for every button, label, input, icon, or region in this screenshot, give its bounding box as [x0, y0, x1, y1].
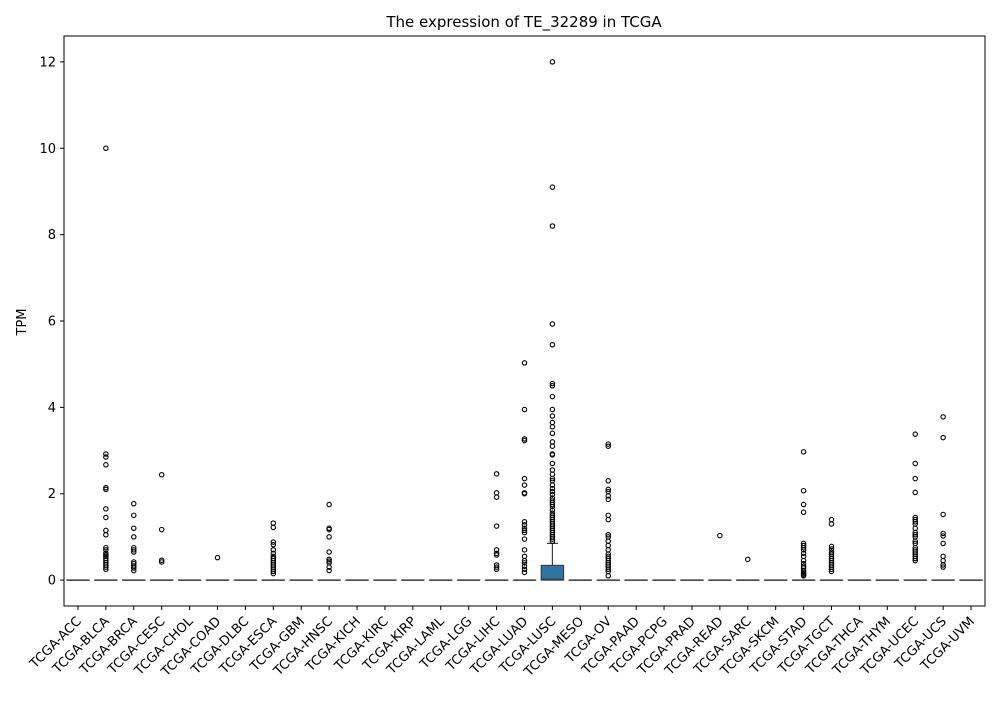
- outlier-point: [550, 425, 554, 429]
- outlier-point: [327, 550, 331, 554]
- outlier-point: [494, 495, 498, 499]
- outlier-point: [550, 224, 554, 228]
- outlier-point: [606, 479, 610, 483]
- outlier-point: [550, 472, 554, 476]
- y-tick-label: 6: [48, 315, 56, 330]
- outlier-point: [550, 431, 554, 435]
- outlier-point: [606, 574, 610, 578]
- y-tick-label: 2: [48, 487, 56, 502]
- y-tick-label: 10: [39, 142, 56, 157]
- y-axis-label: TPM: [15, 309, 30, 337]
- outlier-point: [550, 440, 554, 444]
- outlier-point: [104, 146, 108, 150]
- outlier-point: [522, 483, 526, 487]
- outlier-point: [550, 414, 554, 418]
- outlier-point: [132, 526, 136, 530]
- outlier-point: [801, 554, 805, 558]
- outlier-point: [801, 450, 805, 454]
- outlier-point: [941, 435, 945, 439]
- outlier-point: [913, 490, 917, 494]
- outlier-point: [159, 473, 163, 477]
- outlier-point: [494, 472, 498, 476]
- plot-frame: [64, 36, 985, 606]
- outlier-point: [913, 476, 917, 480]
- outlier-point: [132, 535, 136, 539]
- outlier-point: [550, 394, 554, 398]
- outlier-point: [522, 554, 526, 558]
- y-tick-label: 12: [39, 55, 56, 70]
- outlier-point: [550, 343, 554, 347]
- outlier-point: [941, 512, 945, 516]
- outlier-point: [327, 535, 331, 539]
- outlier-point: [215, 555, 219, 559]
- outlier-point: [913, 432, 917, 436]
- outlier-point: [606, 543, 610, 547]
- outlier-point: [104, 528, 108, 532]
- outlier-point: [522, 570, 526, 574]
- box: [541, 565, 563, 580]
- outlier-point: [606, 539, 610, 543]
- outlier-point: [801, 489, 805, 493]
- outlier-point: [104, 455, 108, 459]
- outlier-point: [550, 185, 554, 189]
- outlier-point: [801, 502, 805, 506]
- outlier-point: [271, 521, 275, 525]
- outlier-point: [550, 407, 554, 411]
- outlier-point: [104, 463, 108, 467]
- outlier-point: [522, 407, 526, 411]
- outlier-point: [159, 527, 163, 531]
- outlier-point: [104, 515, 108, 519]
- y-tick-label: 8: [48, 228, 56, 243]
- outlier-point: [550, 468, 554, 472]
- outlier-point: [494, 524, 498, 528]
- plot-area: 024681012TCGA-ACCTCGA-BLCATCGA-BRCATCGA-…: [27, 36, 985, 680]
- chart-title: The expression of TE_32289 in TCGA: [385, 13, 662, 32]
- outlier-point: [104, 507, 108, 511]
- outlier-point: [550, 461, 554, 465]
- outlier-point: [746, 557, 750, 561]
- outlier-point: [606, 548, 610, 552]
- outlier-point: [941, 541, 945, 545]
- outlier-point: [550, 444, 554, 448]
- outlier-point: [132, 501, 136, 505]
- outlier-point: [941, 558, 945, 562]
- outlier-point: [522, 548, 526, 552]
- outlier-point: [327, 502, 331, 506]
- outlier-point: [941, 415, 945, 419]
- outlier-point: [132, 513, 136, 517]
- outlier-point: [494, 491, 498, 495]
- outlier-point: [522, 476, 526, 480]
- y-tick-label: 4: [48, 401, 56, 416]
- outlier-point: [829, 522, 833, 526]
- y-tick-label: 0: [48, 574, 56, 589]
- outlier-point: [801, 510, 805, 514]
- outlier-point: [550, 420, 554, 424]
- outlier-point: [522, 361, 526, 365]
- outlier-point: [550, 60, 554, 64]
- outlier-point: [913, 461, 917, 465]
- outlier-point: [104, 533, 108, 537]
- outlier-point: [718, 533, 722, 537]
- outlier-point: [606, 513, 610, 517]
- outlier-point: [913, 526, 917, 530]
- outlier-point: [550, 322, 554, 326]
- outlier-point: [941, 554, 945, 558]
- outlier-point: [606, 517, 610, 521]
- outlier-point: [522, 537, 526, 541]
- outlier-point: [829, 517, 833, 521]
- outlier-point: [271, 525, 275, 529]
